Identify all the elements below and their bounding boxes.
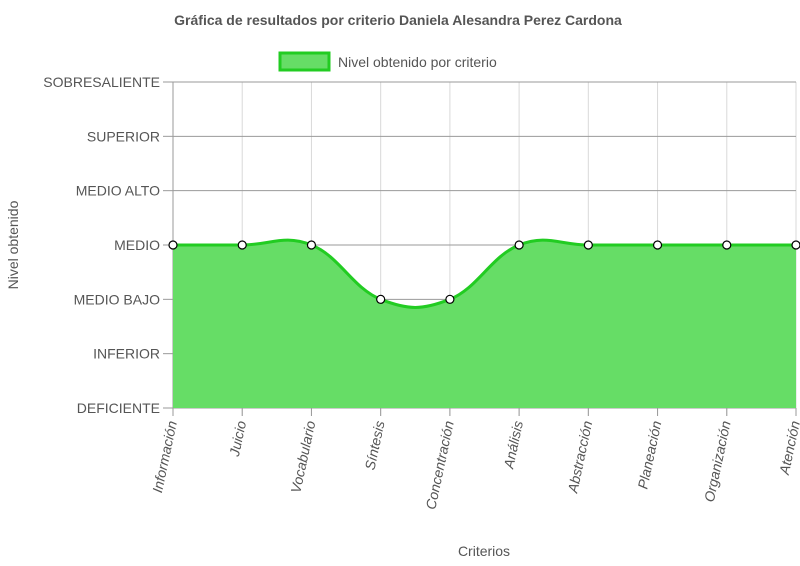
legend-swatch xyxy=(278,51,331,72)
y-axis-ticks: DEFICIENTE INFERIOR MEDIO BAJO MEDIO MEDIO A… xyxy=(43,74,173,416)
data-point[interactable] xyxy=(168,240,178,250)
data-point[interactable] xyxy=(652,240,663,250)
legend[interactable]: Nivel obtenido por criterio xyxy=(278,51,497,72)
data-point[interactable] xyxy=(514,240,524,250)
data-point[interactable] xyxy=(306,240,317,250)
data-point[interactable] xyxy=(376,294,386,304)
y-tick-label: MEDIO ALTO xyxy=(76,183,160,199)
data-point[interactable] xyxy=(237,240,247,250)
x-tick-label: Análisis xyxy=(500,419,526,471)
y-axis-label: Nivel obtenido xyxy=(5,200,21,289)
x-tick-label: Organización xyxy=(701,419,734,503)
data-points xyxy=(168,240,800,304)
y-tick-label: SOBRESALIENTE xyxy=(43,74,160,90)
y-tick-label: MEDIO BAJO xyxy=(74,291,160,307)
chart-title: Gráfica de resultados por criterio Danie… xyxy=(174,12,622,28)
series-area xyxy=(173,240,796,408)
x-axis-label: Criterios xyxy=(458,543,510,559)
series-line xyxy=(173,238,796,309)
y-tick-label: INFERIOR xyxy=(93,346,160,362)
x-tick-label: Juicio xyxy=(226,419,249,459)
legend-label: Nivel obtenido por criterio xyxy=(338,54,497,70)
data-point[interactable] xyxy=(445,294,455,304)
x-axis-ticks: Información Juicio Vocabulario Síntesis Conc… xyxy=(149,408,800,511)
x-tick-label: Información xyxy=(149,419,180,494)
area-layer xyxy=(173,238,796,408)
y-tick-label: SUPERIOR xyxy=(87,128,160,144)
x-tick-label: Vocabulario xyxy=(287,419,318,494)
x-tick-label: Abstracción xyxy=(564,419,595,495)
data-point[interactable] xyxy=(722,240,732,250)
data-point[interactable] xyxy=(791,240,800,250)
y-tick-label: DEFICIENTE xyxy=(77,400,160,416)
x-tick-label: Concentración xyxy=(422,419,456,511)
y-tick-label: MEDIO xyxy=(114,237,160,253)
x-tick-label: Planeación xyxy=(634,419,664,490)
x-tick-label: Atención xyxy=(776,419,800,477)
x-tick-label: Síntesis xyxy=(362,419,388,471)
data-point[interactable] xyxy=(583,240,593,250)
